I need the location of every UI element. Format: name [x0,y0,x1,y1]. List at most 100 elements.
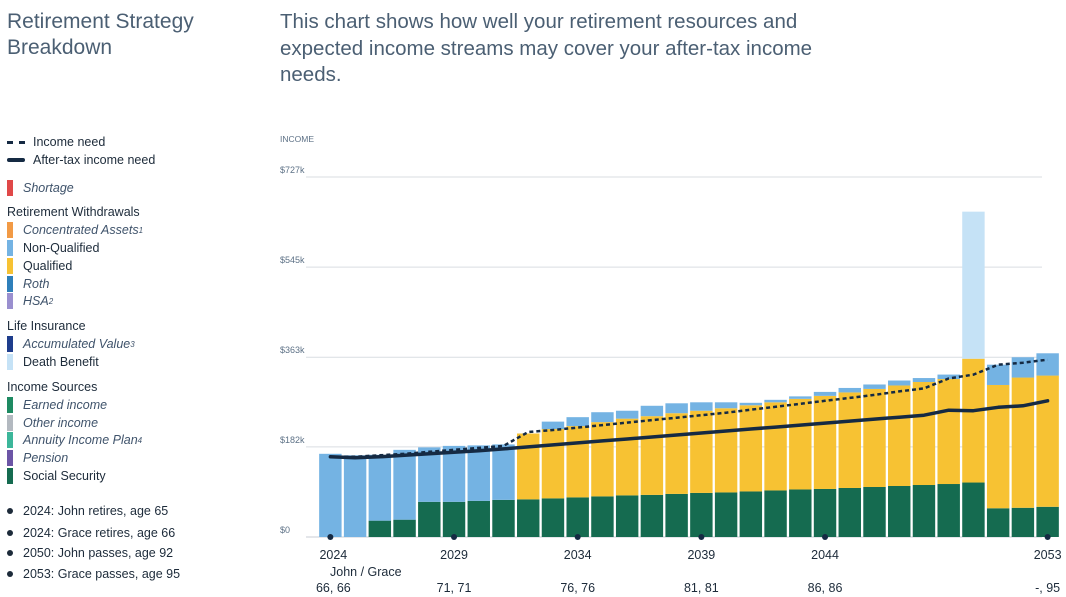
x-tick-marker [1044,534,1051,540]
bar-segment [838,387,861,393]
bar-segment [640,416,664,495]
bar-segment [764,399,787,403]
legend-annuity-income[interactable]: Annuity Income Plan 4 [7,432,142,448]
legend-shortage[interactable]: Shortage [7,180,74,196]
legend-hsa[interactable]: HSA 2 [7,293,53,309]
bar-segment [863,388,886,487]
bar-segment [813,391,837,396]
bar-segment [541,421,565,430]
bar-segment [962,482,985,537]
bar-segment [1011,507,1035,537]
legend-label: Concentrated Assets [23,223,139,237]
bar-segment [517,433,540,500]
earned-swatch [7,397,13,413]
x-tick-label: 2044 [811,548,839,562]
y-tick-label: $363k [280,345,305,355]
legend-accumulated-value[interactable]: Accumulated Value 3 [7,336,135,352]
x-tick-label: 2024 [319,548,347,562]
legend-label: Roth [23,277,50,291]
bar-segment [937,379,960,485]
legend-label: HSA [23,294,49,308]
age-header: John / Grace [330,565,402,579]
legend-concentrated-assets[interactable]: Concentrated Assets 1 [7,222,143,238]
age-label: -, 95 [1035,581,1060,595]
age-label: 66, 66 [316,581,351,595]
age-label: 71, 71 [437,581,472,595]
y-tick-label: $0 [280,525,290,535]
legend-label: Death Benefit [23,355,99,369]
bar-segment [986,364,1010,385]
legend-label: Income need [33,135,106,149]
y-tick-label: $545k [280,255,305,265]
footnote-marker: 2 [48,296,54,306]
legend-social-security[interactable]: Social Security [7,468,106,484]
legend-group-life-insurance: Life Insurance [7,319,86,333]
bar-segment [739,491,763,537]
legend-pension[interactable]: Pension [7,450,68,466]
bar-segment [467,445,490,501]
bar-segment [888,380,911,386]
bar-segment [393,519,416,537]
legend-label: Other income [23,416,99,430]
bar-segment [591,412,614,423]
bar-segment [888,385,911,486]
bar-segment [615,410,639,419]
legend-label: Non-Qualified [23,241,100,255]
event-item: 2050: John passes, age 92 [7,545,173,561]
bar-segment [937,484,960,537]
legend-label: Social Security [23,469,106,483]
legend-qualified[interactable]: Qualified [7,258,72,274]
legend-earned-income[interactable]: Earned income [7,397,107,413]
legend-income-need[interactable]: Income need [7,134,105,150]
x-tick-label: 2039 [687,548,715,562]
legend-non-qualified[interactable]: Non-Qualified [7,240,99,256]
bar-segment [838,487,861,537]
event-item: 2053: Grace passes, age 95 [7,566,180,582]
other-income-swatch [7,415,13,431]
bar-segment [665,413,688,494]
bar-segment [665,493,688,537]
bar-segment [764,402,787,491]
page-title: Retirement Strategy Breakdown [7,10,194,59]
bar-segment [962,358,985,483]
x-tick-marker [698,534,705,540]
dashed-line-icon [7,140,25,144]
bar-segment [986,384,1010,509]
age-label: 81, 81 [684,581,719,595]
x-tick-marker [451,534,458,540]
bar-segment [640,494,664,537]
solid-line-icon [7,158,25,162]
y-tick-label: $727k [280,165,305,175]
x-tick-label: 2053 [1034,548,1062,562]
legend-label: Annuity Income Plan [23,433,138,447]
income-need-line [330,358,1048,459]
legend-label: Shortage [23,181,74,195]
bar-segment [789,396,812,399]
bar-segment [986,508,1010,537]
bar-segment [937,374,960,380]
bar-segment [442,445,466,502]
footnote-marker: 4 [137,435,143,445]
bar-segment [665,403,688,414]
legend-death-benefit[interactable]: Death Benefit [7,354,99,370]
event-item: 2024: Grace retires, age 66 [7,525,175,541]
bar-segment [764,490,787,537]
legend-roth[interactable]: Roth [7,276,49,292]
pension-swatch [7,450,13,466]
event-label: 2024: John retires, age 65 [23,504,169,518]
legend-other-income[interactable]: Other income [7,415,98,431]
bar-segment [912,378,936,383]
y-axis-label: INCOME [280,134,314,144]
legend-label: Qualified [23,259,73,273]
bar-segment [690,492,713,537]
footnote-marker: 1 [138,225,144,235]
legend-label: Accumulated Value [23,337,131,351]
shortage-swatch [7,180,13,196]
bar-segment [368,520,392,537]
bar-segment [368,454,392,521]
legend-after-tax-need[interactable]: After-tax income need [7,152,155,168]
legend-group-withdrawals: Retirement Withdrawals [7,205,140,219]
qualified-swatch [7,258,13,274]
accumulated-swatch [7,336,13,352]
